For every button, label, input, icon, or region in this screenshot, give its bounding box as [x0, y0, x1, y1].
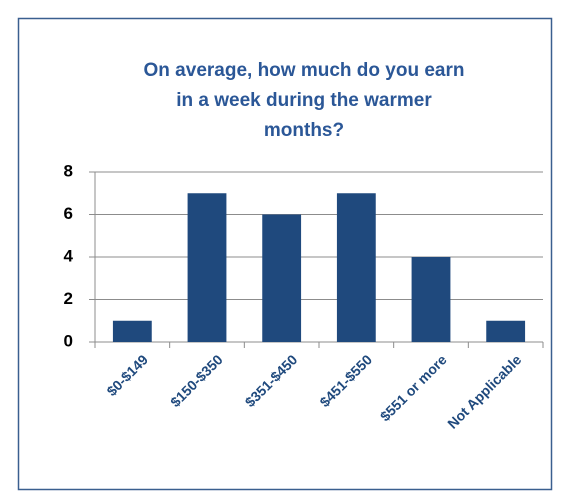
bar [262, 214, 302, 342]
y-tick-label: 8 [64, 161, 73, 180]
y-tick-label: 0 [64, 331, 73, 350]
chart-title: in a week during the warmer [176, 90, 432, 111]
y-tick-label: 2 [64, 289, 73, 308]
bar [411, 257, 451, 342]
y-tick-label: 6 [64, 204, 73, 223]
bar [486, 320, 526, 342]
chart-title: On average, how much do you earn [144, 60, 465, 81]
y-tick-label: 4 [64, 246, 74, 265]
bar [336, 193, 376, 342]
bar [187, 193, 227, 342]
bar [112, 320, 152, 342]
chart-title: months? [264, 120, 344, 141]
